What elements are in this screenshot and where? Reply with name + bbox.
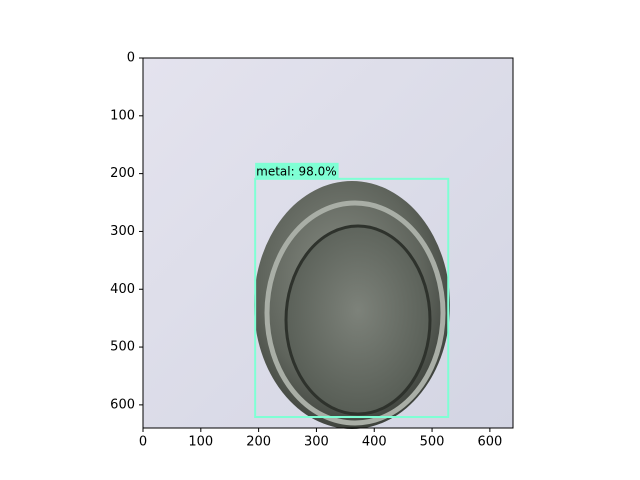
y-tick-label: 400 xyxy=(110,282,135,297)
lid-center xyxy=(284,224,432,416)
x-tick-label: 100 xyxy=(188,435,213,450)
x-tick-label: 200 xyxy=(246,435,271,450)
x-tick-label: 300 xyxy=(304,435,329,450)
photo xyxy=(143,58,513,429)
lid-rim xyxy=(264,200,446,426)
y-tick-label: 500 xyxy=(110,340,135,355)
x-tick-label: 500 xyxy=(420,435,445,450)
x-tick-label: 0 xyxy=(139,435,147,450)
x-tick-label: 600 xyxy=(477,435,502,450)
x-tick-label: 400 xyxy=(362,435,387,450)
y-tick-label: 300 xyxy=(110,224,135,239)
y-tick-label: 100 xyxy=(110,108,135,123)
detection-box xyxy=(254,177,450,419)
annotations: 0 100 200 300 400 500 600 0 100 200 300 400 500 600 me… xyxy=(110,51,502,450)
y-tick-label: 200 xyxy=(110,166,135,181)
y-tick-label: 0 xyxy=(127,51,135,66)
y-tick-label: 600 xyxy=(110,397,135,412)
detection-label-background xyxy=(255,162,339,179)
axes-frame xyxy=(142,57,514,429)
detection-label: metal: 98.0% xyxy=(256,164,336,178)
